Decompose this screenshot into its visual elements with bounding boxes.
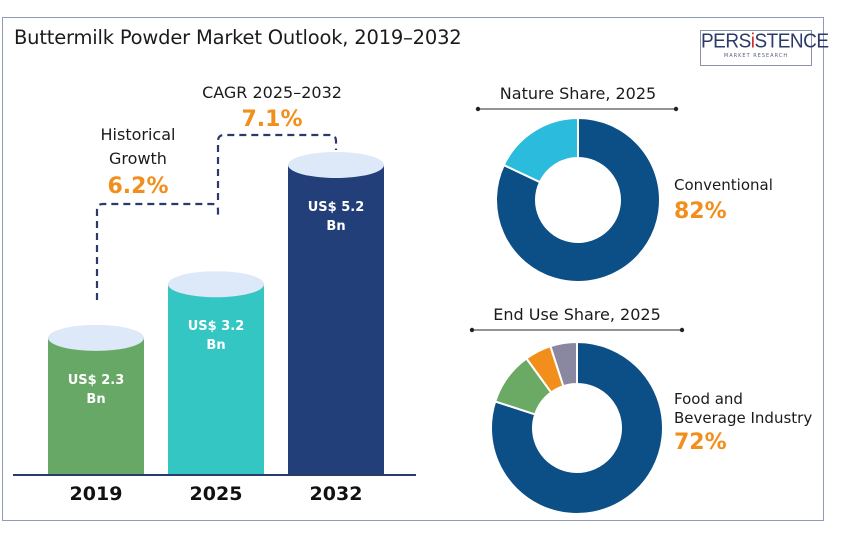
bar-value-label: US$ 3.2 — [188, 319, 245, 334]
bar-2032 — [288, 165, 384, 475]
bar-top-2032 — [288, 152, 384, 178]
bar-top-2019 — [48, 324, 144, 351]
historical-label-line2: Growth — [109, 149, 167, 168]
bar-2025 — [168, 284, 264, 475]
end-use-callout-label-line1: Food and — [674, 390, 743, 408]
underline-dot-right — [673, 106, 679, 112]
x-tick-label: 2019 — [70, 483, 123, 505]
bar-chart: US$ 2.3 Bn 2019 US$ 3.2 Bn 2025 US$ 5.2 Bn 2032 — [13, 152, 416, 505]
end-use-share-header: End Use Share, 2025 — [469, 305, 685, 333]
end-use-callout-label-line2: Beverage Industry — [674, 409, 812, 427]
bar-top-2025 — [168, 271, 264, 298]
end-use-share-title: End Use Share, 2025 — [493, 305, 661, 324]
bar-value-label: US$ 2.3 — [68, 373, 125, 388]
bar-value-unit: Bn — [206, 338, 225, 353]
logo-text-accent: i — [750, 30, 755, 53]
bar-value-unit: Bn — [86, 392, 105, 407]
growth-connectors — [95, 133, 338, 300]
nature-share-title: Nature Share, 2025 — [500, 84, 656, 103]
cagr-value: 7.1% — [241, 107, 302, 132]
donut-segment-segment-4 — [549, 340, 578, 388]
bar-2019 — [48, 337, 144, 475]
page-title: Buttermilk Powder Market Outlook, 2019–2… — [14, 26, 462, 49]
donut-segment-other — [502, 116, 579, 184]
nature-share-header: Nature Share, 2025 — [475, 84, 679, 112]
historical-growth-value: 6.2% — [107, 174, 168, 199]
bar-value-unit: Bn — [326, 219, 345, 234]
historical-label-line1: Historical — [101, 125, 176, 144]
underline-dot-left — [475, 106, 481, 112]
end-use-callout-value: 72% — [674, 430, 727, 455]
underline-dot-right — [679, 327, 685, 333]
cagr-label: CAGR 2025–2032 — [202, 83, 342, 102]
donut-segment-food-and-beverage-industry — [490, 340, 664, 515]
x-tick-label: 2025 — [190, 483, 243, 505]
logo-text-a: PERS — [701, 30, 751, 53]
bar-value-label: US$ 5.2 — [308, 200, 365, 215]
nature-callout-label: Conventional — [674, 176, 773, 194]
donut-segment-conventional — [495, 116, 661, 283]
persistence-logo: PERSiSTENCE MARKET RESEARCH — [700, 30, 829, 66]
nature-donut — [495, 116, 661, 283]
logo-text-b: STENCE — [754, 30, 829, 53]
underline-dot-left — [469, 327, 475, 333]
x-tick-label: 2032 — [310, 483, 363, 505]
end-use-donut — [490, 340, 664, 515]
cagr-connector — [216, 133, 338, 200]
nature-callout-value: 82% — [674, 199, 727, 224]
logo-wordmark: PERSiSTENCE — [701, 30, 829, 53]
logo-subtitle: MARKET RESEARCH — [723, 53, 789, 59]
